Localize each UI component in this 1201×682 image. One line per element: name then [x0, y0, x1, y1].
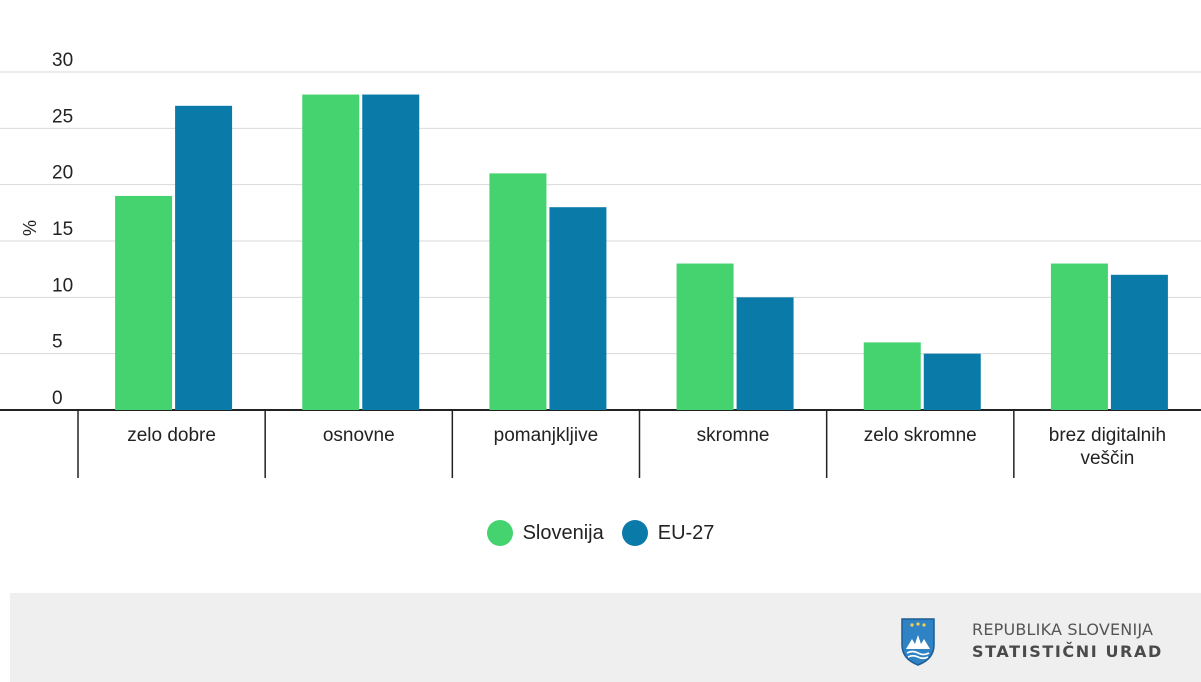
bar-chart: 0 5 10 15 20 25 30% zelo dobre osnovne pomanjklji…	[0, 50, 1201, 478]
bar-slovenija	[115, 195, 173, 410]
legend-label-slovenija: Slovenija	[522, 521, 604, 544]
coat-of-arms-icon	[901, 618, 935, 666]
bar-slovenija	[489, 173, 547, 410]
y-tick-label: 5	[52, 332, 63, 353]
bar-eu27	[175, 105, 233, 411]
legend-swatch-slovenija	[486, 520, 513, 546]
bar-eu27	[549, 207, 607, 410]
x-tick-label: zelo dobre	[127, 425, 216, 446]
chart-legend: Slovenija EU-27	[0, 515, 1201, 551]
legend-swatch-eu27	[621, 520, 648, 546]
footer-bar: REPUBLIKA SLOVENIJA STATISTIČNI URAD	[10, 593, 1201, 682]
bar-eu27	[362, 94, 420, 411]
bar-slovenija	[1050, 263, 1108, 410]
legend-item-slovenija[interactable]: Slovenija	[486, 520, 604, 546]
y-tick-label: 15	[52, 219, 73, 240]
bar-eu27	[736, 297, 794, 410]
legend-label-eu27: EU-27	[657, 521, 715, 544]
chart-area: 0 5 10 15 20 25 30% zelo dobre osnovne pomanjklji…	[0, 50, 1201, 478]
y-tick-label: 30	[52, 50, 73, 71]
x-tick-label: osnovne	[323, 425, 395, 446]
x-tick-label: skromne	[697, 425, 770, 446]
y-tick-label: 25	[52, 106, 73, 127]
y-axis-label: %	[20, 220, 40, 236]
x-tick-label: zelo skromne	[864, 425, 977, 446]
y-tick-label: 20	[52, 163, 73, 184]
y-tick-label: 10	[52, 275, 73, 296]
bar-eu27	[1110, 274, 1168, 410]
org-line-2: STATISTIČNI URAD	[972, 642, 1163, 661]
x-tick-label: brez digitalnih	[1049, 425, 1166, 446]
bar-eu27	[923, 353, 981, 410]
x-tick-label: veščin	[1080, 448, 1134, 469]
org-line-1: REPUBLIKA SLOVENIJA	[972, 620, 1154, 639]
y-tick-label: 0	[52, 388, 63, 409]
x-tick-label: pomanjkljive	[494, 425, 599, 446]
bar-slovenija	[676, 263, 734, 410]
bar-slovenija	[302, 94, 360, 411]
bar-slovenija	[863, 342, 921, 410]
legend-item-eu27[interactable]: EU-27	[621, 520, 715, 546]
organization-name: REPUBLIKA SLOVENIJA STATISTIČNI URAD	[972, 619, 1163, 663]
